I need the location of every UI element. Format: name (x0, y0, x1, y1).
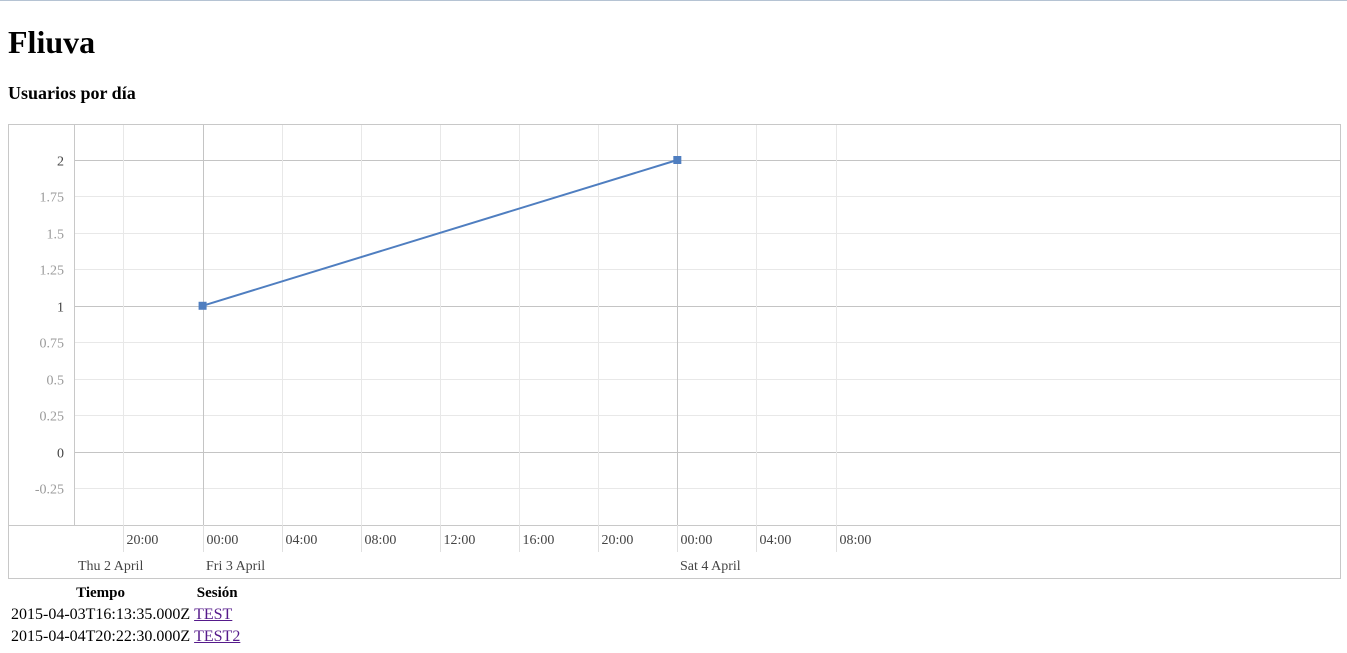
x-tick-label: 04:00 (760, 533, 792, 548)
users-per-day-chart: 2 1.75 1.5 1.25 1 0.75 0.5 0.25 0 -0.25 20:00 00:00… (8, 124, 1341, 579)
y-tick-label: 2 (57, 155, 64, 170)
row-time: 2015-04-04T20:22:30.000Z (11, 628, 191, 645)
table-header-row: Tiempo Sesión (10, 584, 241, 603)
y-tick-label: 0.75 (40, 337, 65, 352)
x-tick-label: 20:00 (602, 533, 634, 548)
y-tick-label: 0.25 (40, 410, 65, 425)
session-link[interactable]: TEST (194, 606, 233, 623)
row-time: 2015-04-03T16:13:35.000Z (11, 606, 191, 623)
column-header-time: Tiempo (76, 585, 125, 601)
x-tick-label: 08:00 (365, 533, 397, 548)
column-header-session: Sesión (196, 585, 238, 601)
data-point-marker (673, 156, 682, 164)
x-tick-label: 00:00 (681, 533, 713, 548)
x-tick-label: 20:00 (127, 533, 159, 548)
x-tick-label: 16:00 (523, 533, 555, 548)
y-tick-label: 1.75 (40, 191, 65, 206)
x-date-label: Thu 2 April (78, 559, 143, 574)
table-row: 2015-04-03T16:13:35.000Z TEST (10, 605, 241, 625)
chart-series (198, 156, 682, 310)
series-line (202, 159, 678, 307)
sessions-table: Tiempo Sesión 2015-04-03T16:13:35.000Z T… (8, 582, 243, 649)
session-link[interactable]: TEST2 (194, 628, 241, 645)
x-date-label: Fri 3 April (206, 559, 265, 574)
chart-frame (8, 124, 1341, 579)
row-session: TEST (193, 605, 241, 625)
y-tick-label: 1.5 (47, 228, 65, 243)
y-tick-label: 0 (57, 447, 64, 462)
x-date-label: Sat 4 April (680, 559, 741, 574)
table-row: 2015-04-04T20:22:30.000Z TEST2 (10, 627, 241, 647)
y-tick-label: -0.25 (35, 483, 64, 498)
y-tick-label: 0.5 (47, 374, 65, 389)
y-tick-label: 1.25 (40, 264, 65, 279)
x-tick-label: 04:00 (286, 533, 318, 548)
y-tick-label: 1 (57, 301, 64, 316)
chart-axes: 2 1.75 1.5 1.25 1 0.75 0.5 0.25 0 -0.25 20:00 00:00… (8, 124, 1341, 579)
chart-title: Usuarios por día (8, 83, 136, 103)
page-title: Fliuva (8, 24, 96, 60)
x-tick-label: 12:00 (444, 533, 476, 548)
chart-grid (74, 125, 1340, 525)
x-tick-label: 00:00 (207, 533, 239, 548)
x-tick-label: 08:00 (840, 533, 872, 548)
data-point-marker (198, 301, 207, 310)
row-session: TEST2 (193, 627, 241, 647)
